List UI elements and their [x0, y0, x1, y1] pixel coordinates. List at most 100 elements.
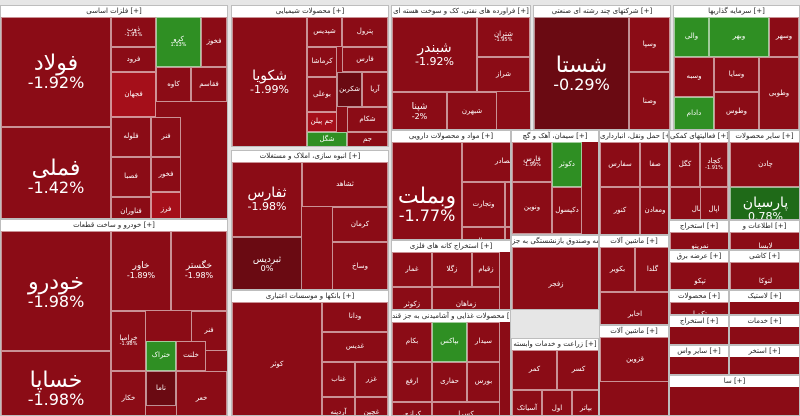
tile-loabi[interactable]: لابسا	[730, 232, 799, 249]
tile-petrol[interactable]: پترول	[342, 17, 388, 47]
tile-shasta[interactable]: شستا -0.29%	[534, 17, 629, 129]
tile-karmasha[interactable]: کرماشا	[307, 47, 337, 77]
tile-bekhar[interactable]: بپاکس	[432, 322, 467, 362]
tile-vefars[interactable]: فارس -1.99%	[512, 142, 552, 182]
tile-foolad[interactable]: فولاد -1.92%	[1, 17, 111, 127]
sector-title[interactable]: مواد و محصولات دارویی [+]	[392, 131, 510, 142]
tile-thfars[interactable]: ثفارس -1.98%	[232, 162, 302, 237]
tile-kemar[interactable]: کمر	[512, 350, 557, 390]
tile-kemadan[interactable]: ومعادن	[640, 187, 668, 234]
tile-vakhat[interactable]: وصنا	[629, 72, 670, 129]
tile-takmi[interactable]: تکمبا	[670, 302, 728, 314]
tile-jam[interactable]: جم پیلن	[307, 112, 337, 132]
tile-shepna[interactable]: شپنا -2%	[392, 92, 447, 129]
tile-kegol[interactable]: کگل	[670, 142, 700, 187]
sector-title[interactable]: سایر محصولات [+]	[730, 131, 799, 142]
tile-foroud[interactable]: فرود	[111, 47, 156, 72]
tile-sidar[interactable]: سیدار	[467, 322, 500, 362]
tile-kesra[interactable]: کسرا	[432, 402, 500, 415]
tile-fenar[interactable]: فنر	[151, 117, 181, 157]
tile-kechad[interactable]: کچاد -1.91%	[700, 142, 728, 187]
tile-parsian[interactable]: پارسیان 0.78%	[730, 187, 799, 219]
tile-ghazar[interactable]: غزر	[355, 362, 388, 397]
tile-fjehan[interactable]: فجهان	[111, 72, 156, 117]
sector-title[interactable]: محصولات [+]	[670, 291, 728, 302]
tile-ghadir[interactable]: غدیس	[322, 332, 388, 362]
tile-vasahr[interactable]: وسهر	[769, 17, 799, 57]
tile-khatrak[interactable]: ختراک	[146, 341, 176, 371]
tile-shekoya[interactable]: شکویا -1.99%	[232, 17, 307, 146]
tile-vatoosi[interactable]: وطوبی	[759, 57, 799, 129]
tile-arfa[interactable]: ارفع	[392, 362, 432, 402]
tile-vatoosa[interactable]: وطوس	[714, 92, 759, 129]
tile-vebank[interactable]: وبانک	[505, 227, 510, 239]
tile-gheshan[interactable]: غچین	[355, 397, 388, 415]
tile-kaveh[interactable]: کاوه	[156, 67, 191, 102]
tile-keplek[interactable]: چادن	[730, 142, 799, 187]
sector-title[interactable]: خدمات [+]	[730, 316, 799, 327]
tile-shegol[interactable]: شگل	[307, 132, 347, 146]
sector-title[interactable]: بیمه وصندوق بازنشستگی به جز [+]	[512, 236, 598, 247]
tile-tepco[interactable]: تپکو	[670, 262, 728, 289]
tile-kenor[interactable]: کنور	[600, 187, 640, 234]
tile-khodro[interactable]: خودرو -1.98%	[1, 231, 111, 351]
tile-boali[interactable]: بوعلی	[307, 77, 337, 112]
sector-title[interactable]: استخر [+]	[730, 346, 799, 357]
tile-khasapa[interactable]: خساپا -1.98%	[1, 351, 111, 415]
sector-title[interactable]: سرمایه گذاریها [+]	[674, 6, 799, 17]
tile-shepdis[interactable]: شپدیس	[307, 17, 342, 47]
sector-title[interactable]: شرکتهای چند رشته ای صنعتی [+]	[534, 6, 670, 17]
tile-shekhaz[interactable]: شراز	[477, 57, 530, 92]
tile-kharamia[interactable]: خرامیا -1.98%	[111, 311, 146, 371]
tile-arya[interactable]: آریا	[362, 72, 388, 107]
tile-zeghol[interactable]: زگلا	[432, 252, 472, 287]
tile-fegostar[interactable]: فقاسم	[191, 67, 227, 102]
sector-title[interactable]: عرضه برق [+]	[670, 251, 728, 262]
tile-taghir[interactable]: لتوکا	[730, 262, 799, 289]
tile-nirova[interactable]: نمرینو	[670, 232, 728, 249]
tile-vetejarat[interactable]: وتجارت	[462, 182, 505, 227]
tile-ghadrin[interactable]: آردینه	[322, 397, 355, 415]
tile-vemal[interactable]: وسال	[462, 227, 505, 239]
tile-thebardis[interactable]: ثبردیس 0%	[232, 237, 302, 289]
tile-kerman[interactable]: کرمان	[332, 207, 388, 242]
tile-zob[interactable]: ذوب -1.91%	[111, 17, 156, 47]
tile-fanavaran[interactable]: فناوران	[111, 197, 151, 218]
sector-title[interactable]: انبوه سازی، املاک و مستغلات [+]	[232, 151, 388, 162]
tile-dekosar[interactable]: دکوثر	[552, 142, 582, 187]
tile-zabi[interactable]: زکوثر	[392, 287, 432, 309]
tile-bekam[interactable]: بکام	[392, 322, 432, 362]
tile-vebmelat[interactable]: وبملت -1.77%	[392, 142, 462, 239]
sector-title[interactable]: محصولات غذایی و آشامیدنی به جز قند [+]	[392, 311, 510, 322]
tile-shebandar[interactable]: شبندر -1.92%	[392, 17, 477, 92]
tile-vepasar[interactable]: وپاسار	[505, 182, 510, 227]
tile-folooleh[interactable]: فلوله	[111, 117, 151, 157]
sector-title[interactable]: حمل ونقل، انبارداری [+]	[600, 131, 668, 142]
tile-asyatak[interactable]: آسیاتک	[512, 390, 542, 415]
sector-title[interactable]: ماشین آلات [+]	[600, 236, 668, 247]
sector-title[interactable]: کاشی [+]	[730, 251, 799, 262]
tile-sefars[interactable]: سفارس	[600, 142, 640, 187]
tile-qazvin[interactable]: قزوین	[600, 337, 668, 382]
tile-batir[interactable]: بپاتر	[572, 390, 598, 415]
sector-title[interactable]: فراورده های نفتی، کک و سوخت هسته ای [+]	[392, 6, 530, 17]
tile-karazi[interactable]: کرازی	[392, 402, 432, 415]
tile-khenta[interactable]: خلنت	[176, 341, 206, 371]
tile-vasbeh[interactable]: وسبه	[674, 57, 714, 97]
tile-shekarn[interactable]: شکربن	[337, 72, 362, 107]
tile-thashad[interactable]: ثشاهد	[302, 162, 388, 207]
tile-kobar[interactable]: کوثر	[232, 302, 322, 415]
sector-title[interactable]: اطلاعات و [+]	[730, 221, 799, 232]
tile-fars[interactable]: فارس	[342, 47, 388, 72]
sector-title[interactable]: سیمان، آهک و گچ [+]	[512, 131, 598, 142]
tile-fakhoz2[interactable]: فخور	[151, 157, 181, 192]
tile-khakar[interactable]: خکار	[111, 371, 146, 415]
tile-zagros[interactable]: زقیام	[472, 252, 500, 287]
sector-title[interactable]: سا [+]	[670, 376, 799, 387]
tile-getela[interactable]: گلدا	[635, 247, 668, 292]
tile-vali[interactable]: والی	[674, 17, 709, 57]
tile-shetran[interactable]: شتران -1.95%	[477, 17, 530, 57]
sector-title[interactable]: سایر واس [+]	[670, 346, 728, 357]
sector-title[interactable]: فلزات اساسی [+]	[1, 6, 227, 17]
sector-title[interactable]: ماشین آلات [+]	[600, 326, 668, 337]
